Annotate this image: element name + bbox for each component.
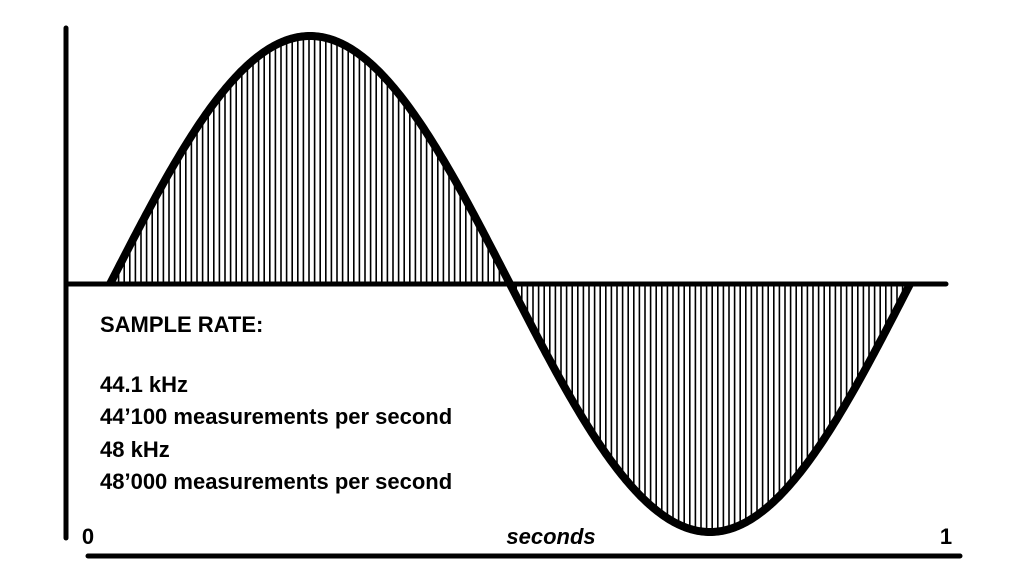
legend-line: 48’000 measurements per second [100, 469, 452, 494]
legend-line: 44.1 kHz [100, 372, 188, 397]
legend-line: 48 kHz [100, 437, 170, 462]
axis-start: 0 [82, 524, 94, 549]
legend-title: SAMPLE RATE: [100, 312, 263, 337]
axis-label: seconds [506, 524, 595, 549]
axis-end: 1 [940, 524, 952, 549]
sine-wave [106, 32, 914, 536]
legend-line: 44’100 measurements per second [100, 404, 452, 429]
sample-lines [112, 36, 910, 532]
